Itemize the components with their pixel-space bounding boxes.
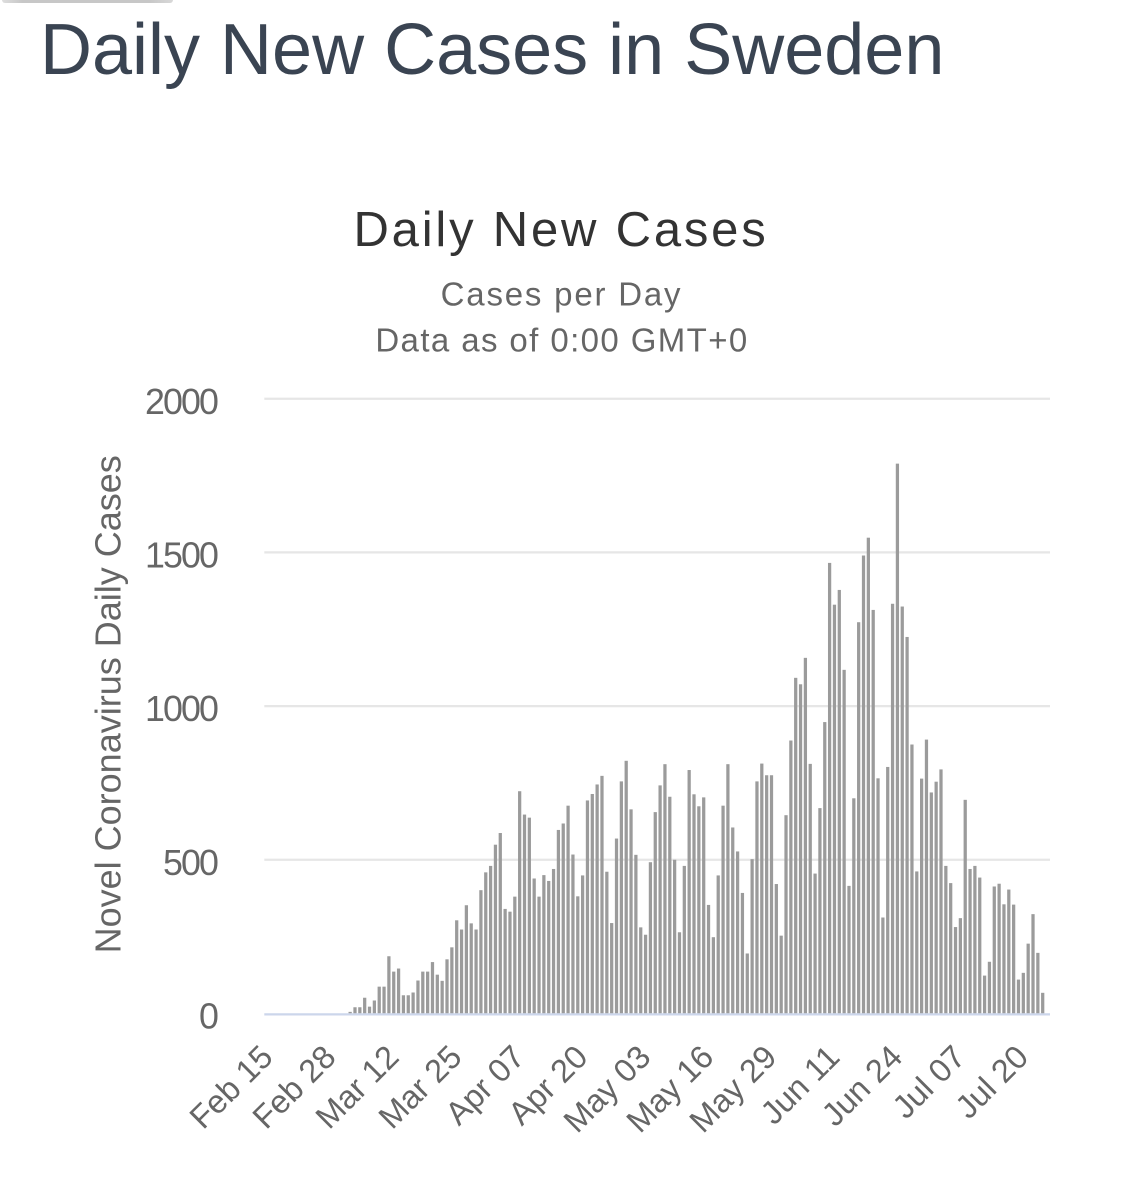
svg-text:Cases per Day: Cases per Day [441,276,683,313]
svg-text:500: 500 [163,843,218,883]
svg-text:1000: 1000 [145,689,218,729]
svg-text:Novel Coronavirus Daily Cases: Novel Coronavirus Daily Cases [88,455,129,953]
svg-text:Jul 07: Jul 07 [885,1038,972,1125]
svg-text:Jul 20: Jul 20 [948,1038,1035,1125]
svg-text:Data as of 0:00 GMT+0: Data as of 0:00 GMT+0 [375,321,748,358]
svg-text:1500: 1500 [145,535,218,575]
svg-text:0: 0 [199,996,218,1036]
svg-text:2000: 2000 [145,382,218,422]
svg-text:Daily New Cases: Daily New Cases [353,203,768,257]
